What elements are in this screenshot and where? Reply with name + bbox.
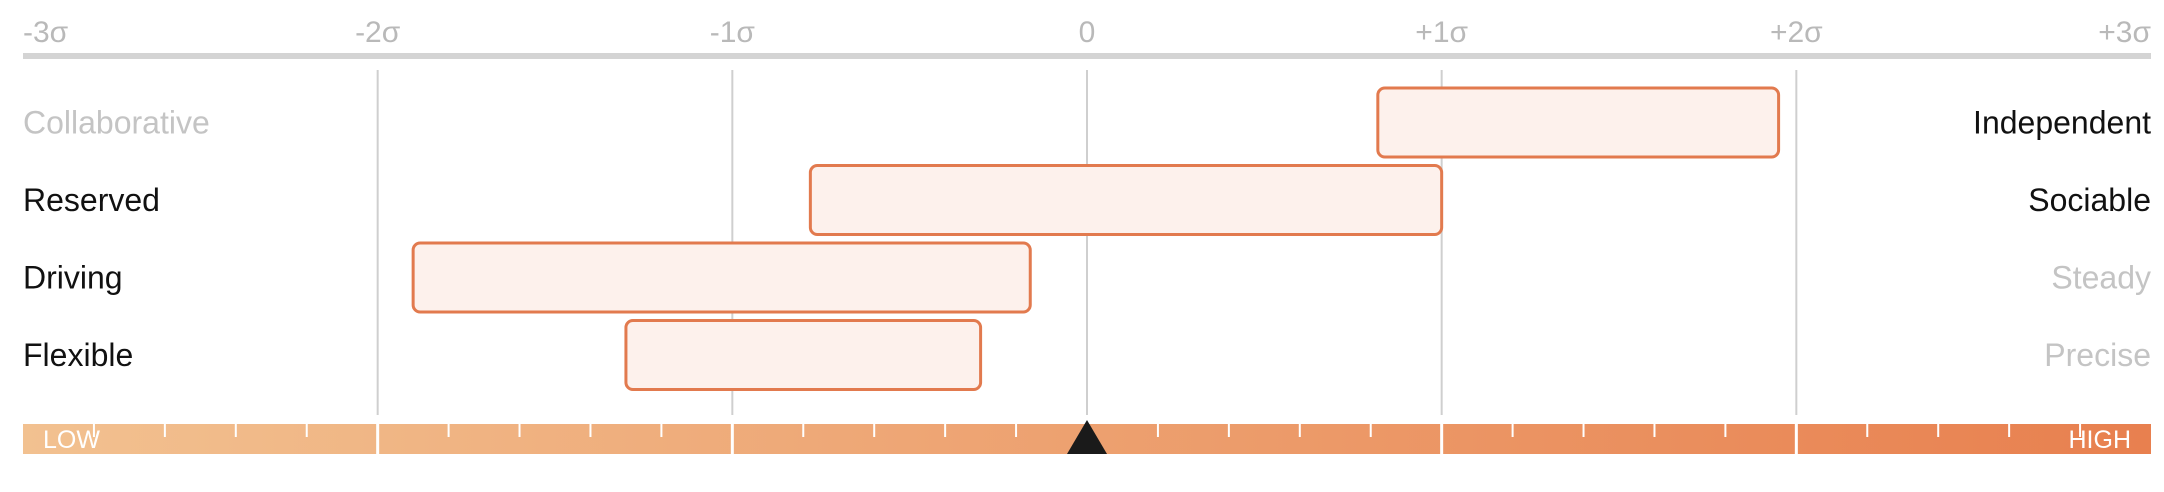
trait-label-right: Steady — [2051, 260, 2151, 296]
range-bar — [411, 241, 1032, 314]
tick-label: -2σ — [355, 16, 401, 49]
range-bar — [808, 164, 1444, 236]
tick-label: +2σ — [1770, 16, 1823, 49]
range-bar — [624, 319, 983, 391]
tick-label: 0 — [1079, 16, 1096, 49]
tick-label: -3σ — [23, 16, 69, 49]
tick-label: -1σ — [710, 16, 756, 49]
tick-label: +3σ — [2098, 16, 2151, 49]
scale-low-label: LOW — [43, 426, 100, 454]
trait-label-right: Precise — [2044, 337, 2151, 373]
sigma-axis: -3σ -2σ -1σ 0 +1σ +2σ +3σ — [23, 16, 2151, 59]
trait-label-right: Sociable — [2028, 182, 2151, 218]
trait-label-left: Collaborative — [23, 105, 210, 141]
range-bar — [1376, 86, 1781, 159]
trait-label-left: Driving — [23, 260, 123, 296]
trait-label-left: Flexible — [23, 337, 133, 373]
trait-label-left: Reserved — [23, 182, 160, 218]
mean-marker-icon — [1067, 420, 1107, 454]
tick-label: +1σ — [1415, 16, 1468, 49]
trait-label-right: Independent — [1973, 105, 2151, 141]
scale-high-label: HIGH — [2069, 426, 2132, 454]
low-high-scale: LOW HIGH — [23, 420, 2151, 454]
range-bars — [411, 86, 1781, 391]
trait-labels: Collaborative Independent Reserved Sociable… — [23, 105, 2151, 374]
